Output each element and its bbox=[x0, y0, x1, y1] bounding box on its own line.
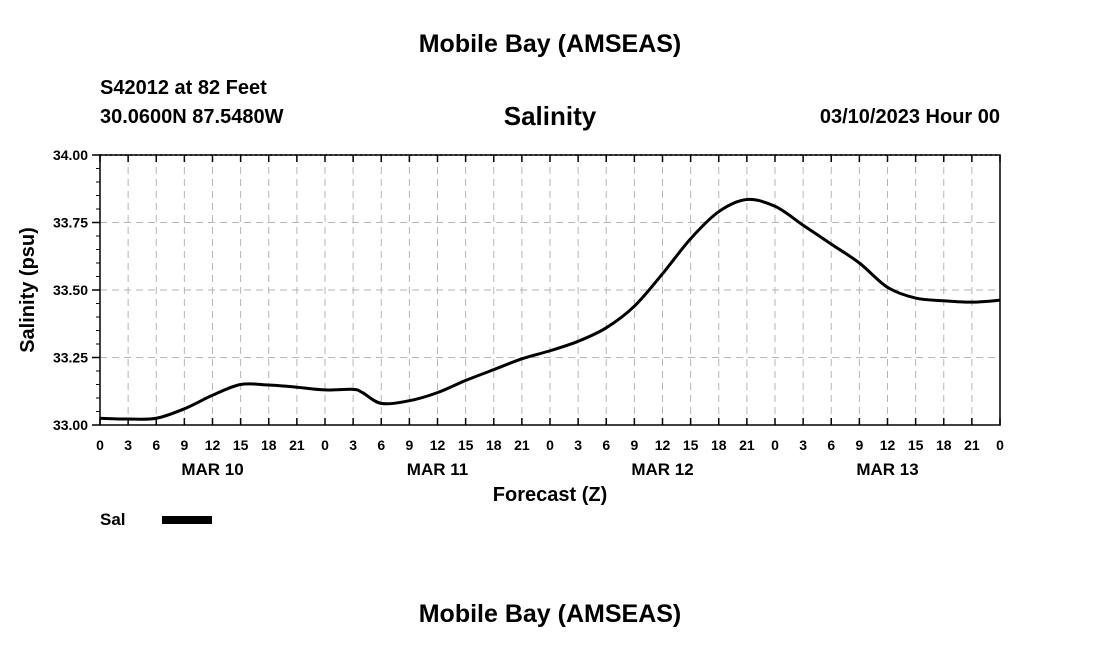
day-label: MAR 12 bbox=[631, 460, 693, 479]
plot-frame bbox=[99, 154, 1001, 426]
x-tick-label: 21 bbox=[289, 437, 305, 453]
x-tick-label: 18 bbox=[486, 437, 502, 453]
legend-label: Sal bbox=[100, 510, 126, 529]
y-tick-label: 34.00 bbox=[53, 147, 88, 163]
day-label: MAR 10 bbox=[181, 460, 243, 479]
x-tick-label: 12 bbox=[880, 437, 896, 453]
chart-header-title: Mobile Bay (AMSEAS) bbox=[418, 30, 682, 58]
y-tick-label: 33.00 bbox=[53, 417, 88, 433]
y-axis: 33.00 33.25 33.50 33.75 34.00 bbox=[53, 147, 100, 433]
chart-footer-title: Mobile Bay (AMSEAS) bbox=[418, 600, 682, 628]
x-tick-label: 6 bbox=[827, 437, 835, 453]
x-tick-label: 9 bbox=[855, 437, 863, 453]
x-tick-label: 15 bbox=[683, 437, 699, 453]
x-axis: 0 3 6 9 12 15 18 21 0 3 6 9 12 15 18 21 0 3 6 9 12 15 18 21 0 3 6 9… bbox=[96, 155, 1004, 453]
x-tick-label: 21 bbox=[964, 437, 980, 453]
x-tick-label: 15 bbox=[233, 437, 249, 453]
station-coordinates: 30.0600N 87.5480W bbox=[100, 106, 284, 128]
x-tick-label: 9 bbox=[405, 437, 413, 453]
x-tick-label: 0 bbox=[996, 437, 1004, 453]
x-axis-label: Forecast (Z) bbox=[493, 484, 607, 506]
x-tick-label: 12 bbox=[205, 437, 221, 453]
x-tick-label: 15 bbox=[458, 437, 474, 453]
station-label: S42012 at 82 Feet bbox=[100, 77, 267, 99]
x-tick-label: 18 bbox=[261, 437, 277, 453]
x-tick-label: 21 bbox=[514, 437, 530, 453]
x-tick-label: 6 bbox=[377, 437, 385, 453]
x-tick-label: 12 bbox=[430, 437, 446, 453]
x-tick-label: 6 bbox=[602, 437, 610, 453]
series-line-sal bbox=[99, 197, 1001, 421]
x-tick-label: 15 bbox=[908, 437, 924, 453]
day-label: MAR 13 bbox=[856, 460, 918, 479]
day-labels: MAR 10 MAR 11 MAR 12 MAR 13 bbox=[181, 460, 918, 479]
x-tick-label: 9 bbox=[630, 437, 638, 453]
x-tick-label: 0 bbox=[546, 437, 554, 453]
x-tick-label: 6 bbox=[152, 437, 160, 453]
x-tick-label: 3 bbox=[349, 437, 357, 453]
x-tick-label: 18 bbox=[711, 437, 727, 453]
x-tick-label: 3 bbox=[799, 437, 807, 453]
forecast-time: 03/10/2023 Hour 00 bbox=[819, 106, 1000, 128]
day-label: MAR 11 bbox=[407, 460, 468, 479]
x-tick-label: 3 bbox=[574, 437, 582, 453]
x-tick-label: 0 bbox=[321, 437, 329, 453]
y-tick-label: 33.25 bbox=[53, 350, 88, 366]
x-tick-label: 3 bbox=[124, 437, 132, 453]
x-tick-label: 12 bbox=[655, 437, 671, 453]
y-tick-label: 33.75 bbox=[53, 215, 88, 231]
y-axis-label: Salinity (psu) bbox=[17, 227, 39, 353]
y-tick-label: 33.50 bbox=[53, 282, 88, 298]
x-tick-label: 0 bbox=[771, 437, 779, 453]
x-tick-label: 21 bbox=[739, 437, 755, 453]
x-tick-label: 9 bbox=[180, 437, 188, 453]
x-tick-label: 0 bbox=[96, 437, 104, 453]
x-tick-label: 18 bbox=[936, 437, 952, 453]
chart-title: Salinity bbox=[503, 101, 597, 131]
